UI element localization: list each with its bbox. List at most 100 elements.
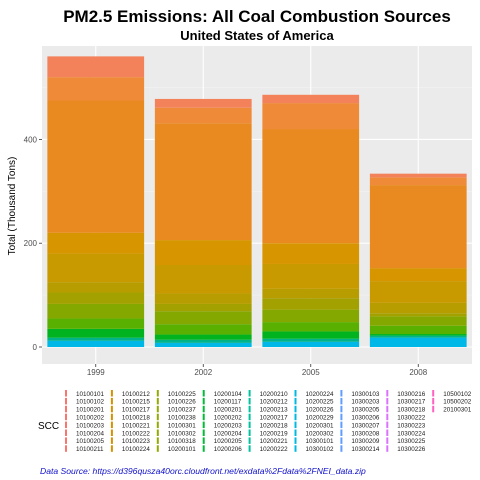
legend-item: 10100223 xyxy=(110,437,151,445)
legend-item: 10100302 xyxy=(156,429,197,437)
bar-segment xyxy=(47,232,145,254)
legend-label: 10300101 xyxy=(306,438,335,445)
legend: 1010010110100102101002011010020210100203… xyxy=(65,390,472,453)
bar-segment xyxy=(262,338,360,342)
legend-item: 10300209 xyxy=(340,437,380,445)
bar-segment xyxy=(154,311,252,325)
legend-item: 10100204 xyxy=(65,429,105,437)
legend-item: 10300216 xyxy=(386,390,426,398)
legend-item: 10200229 xyxy=(294,413,335,422)
legend-label: 10100226 xyxy=(168,399,197,406)
legend-item: 10200222 xyxy=(248,445,288,453)
legend-label: 10300103 xyxy=(351,391,380,398)
legend-label: 10100217 xyxy=(122,407,151,414)
legend-label: 10200210 xyxy=(260,391,289,398)
legend-item: 10300217 xyxy=(386,397,426,406)
bar-2002 xyxy=(154,98,252,347)
bar-segment xyxy=(154,303,252,312)
legend-label: 10100225 xyxy=(168,391,197,398)
bar-segment xyxy=(369,281,467,303)
bar-segment xyxy=(47,340,145,347)
bar-segment xyxy=(154,334,252,340)
legend-item: 10300203 xyxy=(340,397,380,406)
legend-item: 10300206 xyxy=(340,413,380,422)
legend-item: 10200203 xyxy=(202,421,243,429)
legend-label: 10200301 xyxy=(306,422,335,429)
bar-segment xyxy=(369,268,467,282)
legend-item: 10200201 xyxy=(202,405,242,414)
legend-label: 10300206 xyxy=(351,415,380,422)
bar-segment xyxy=(47,77,145,101)
bar-segment xyxy=(154,342,252,347)
bar-segment xyxy=(154,339,252,343)
bar-2005 xyxy=(262,94,360,347)
bar-segment xyxy=(154,324,252,335)
chart-title: PM2.5 Emissions: All Coal Combustion Sou… xyxy=(63,7,451,26)
legend-item: 10100101 xyxy=(65,390,105,398)
legend-label: 10300216 xyxy=(397,391,426,398)
legend-label: 10100238 xyxy=(168,415,197,422)
legend-item: 10300207 xyxy=(340,421,380,429)
legend-label: 10100221 xyxy=(122,422,151,429)
bar-segment xyxy=(262,94,360,104)
legend-label: 10300226 xyxy=(397,446,426,453)
legend-item: 10200217 xyxy=(248,413,288,422)
legend-label: 10100218 xyxy=(122,415,151,422)
legend-label: 10200203 xyxy=(214,422,243,429)
legend-label: 10100204 xyxy=(76,430,105,437)
y-axis-label: Total (Thousand Tons) xyxy=(7,157,18,256)
legend-item: 10100301 xyxy=(156,421,196,429)
legend-item: 10100202 xyxy=(65,413,105,422)
legend-label: 10100203 xyxy=(76,422,105,429)
legend-label: 10200104 xyxy=(214,391,243,398)
legend-label: 10300224 xyxy=(397,430,426,437)
x-axis: 1999 2002 2005 2008 xyxy=(87,364,428,377)
bar-segment xyxy=(369,335,467,338)
bar-segment xyxy=(47,337,145,341)
bar-segment xyxy=(154,107,252,124)
legend-item: 10300225 xyxy=(386,437,426,445)
bar-segment xyxy=(47,328,145,338)
bar-segment xyxy=(369,313,467,317)
bar-segment xyxy=(262,309,360,323)
legend-item: 10200301 xyxy=(294,421,335,429)
legend-label: 10100223 xyxy=(122,438,151,445)
legend-item: 10300223 xyxy=(386,421,426,429)
legend-item: 10200226 xyxy=(294,405,334,414)
bar-segment xyxy=(47,253,145,283)
y-tick-label: 0 xyxy=(33,343,38,352)
legend-label: 10200225 xyxy=(306,399,335,406)
bar-2008 xyxy=(369,173,467,347)
legend-item: 10100224 xyxy=(110,445,151,453)
legend-item: 10100237 xyxy=(156,405,196,414)
legend-item: 10100203 xyxy=(65,421,105,429)
bars xyxy=(47,56,467,347)
legend-item: 10200302 xyxy=(294,429,334,437)
legend-label: 10200229 xyxy=(306,415,335,422)
bar-segment xyxy=(47,303,145,319)
legend-label: 10100302 xyxy=(168,430,197,437)
y-tick-label: 400 xyxy=(24,135,38,144)
x-tick-label: 2008 xyxy=(409,368,427,377)
legend-item: 10200205 xyxy=(202,437,242,445)
bar-segment xyxy=(47,100,145,233)
bar-segment xyxy=(369,316,467,326)
legend-title: SCC xyxy=(38,421,59,432)
legend-item: 10300222 xyxy=(386,413,426,422)
legend-label: 10100212 xyxy=(122,391,151,398)
legend-label: 10200101 xyxy=(168,446,197,453)
legend-label: 10200202 xyxy=(214,415,243,422)
legend-label: 10500102 xyxy=(443,391,472,398)
bar-segment xyxy=(154,293,252,304)
legend-label: 10100224 xyxy=(122,446,151,453)
legend-item: 10100205 xyxy=(65,437,105,445)
legend-item: 10200101 xyxy=(156,445,197,453)
legend-item: 10500202 xyxy=(432,397,472,406)
legend-item: 10100218 xyxy=(110,413,151,422)
legend-label: 10200204 xyxy=(214,430,243,437)
legend-label: 10300208 xyxy=(351,430,380,437)
legend-label: 10200117 xyxy=(214,399,242,406)
legend-item: 10100222 xyxy=(110,429,150,437)
legend-item: 10200225 xyxy=(294,397,335,406)
legend-item: 10100226 xyxy=(156,397,197,406)
